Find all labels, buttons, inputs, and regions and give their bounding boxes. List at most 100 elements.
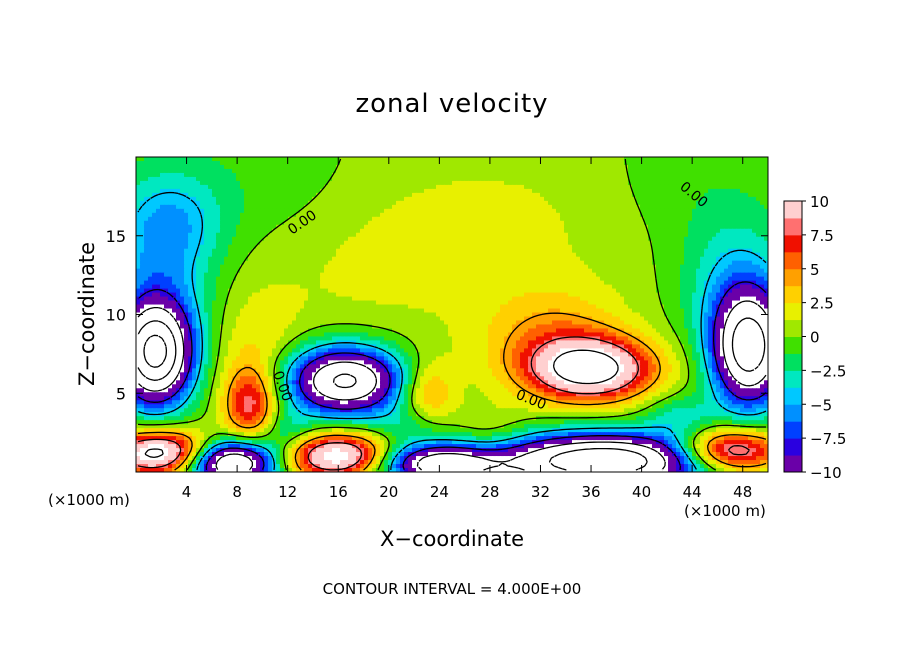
field-cell (620, 220, 625, 226)
field-cell (360, 272, 365, 278)
field-cell (464, 188, 469, 194)
field-cell (628, 276, 633, 282)
field-cell (692, 228, 697, 234)
field-cell (656, 272, 661, 278)
field-cell (672, 236, 677, 242)
field-cell (268, 160, 273, 166)
field-cell (400, 157, 405, 162)
field-cell (160, 180, 165, 186)
field-cell (408, 260, 413, 266)
field-cell (472, 264, 477, 270)
field-cell (456, 180, 461, 186)
field-cell (700, 240, 705, 246)
field-cell (552, 236, 557, 242)
field-cell (736, 268, 741, 274)
field-cell (292, 157, 297, 162)
field-cell (372, 256, 377, 262)
field-cell (632, 180, 637, 186)
field-cell (588, 164, 593, 170)
field-cell (760, 192, 765, 198)
field-cell (344, 248, 349, 254)
field-cell (628, 200, 633, 206)
field-cell (376, 168, 381, 174)
field-cell (336, 184, 341, 190)
field-cell (664, 244, 669, 250)
field-cell (700, 276, 705, 282)
field-cell (324, 272, 329, 278)
field-cell (376, 220, 381, 226)
field-cell (596, 184, 601, 190)
field-cell (260, 232, 265, 238)
field-cell (676, 168, 681, 174)
field-cell (392, 240, 397, 246)
field-cell (656, 184, 661, 190)
field-cell (216, 157, 221, 162)
field-cell (204, 184, 209, 190)
field-cell (508, 216, 513, 222)
field-cell (332, 260, 337, 266)
field-cell (192, 280, 197, 286)
field-cell (428, 276, 433, 282)
field-cell (624, 168, 629, 174)
field-cell (688, 164, 693, 170)
field-cell (244, 248, 249, 254)
field-cell (656, 232, 661, 238)
field-cell (312, 276, 317, 282)
field-cell (244, 212, 249, 218)
field-cell (680, 224, 685, 230)
field-cell (472, 164, 477, 170)
field-cell (520, 260, 525, 266)
field-cell (204, 188, 209, 194)
field-cell (300, 260, 305, 266)
field-cell (388, 196, 393, 202)
field-cell (712, 200, 717, 206)
field-cell (264, 216, 269, 222)
field-cell (396, 248, 401, 254)
field-cell (224, 172, 229, 178)
field-cell (488, 216, 493, 222)
field-cell (592, 204, 597, 210)
field-cell (716, 240, 721, 246)
field-cell (680, 240, 685, 246)
field-cell (600, 172, 605, 178)
field-cell (288, 252, 293, 258)
field-cell (584, 180, 589, 186)
field-cell (160, 240, 165, 246)
field-cell (268, 280, 273, 286)
field-cell (592, 160, 597, 166)
field-cell (648, 208, 653, 214)
field-cell (504, 244, 509, 250)
field-cell (268, 168, 273, 174)
field-cell (496, 180, 501, 186)
field-cell (288, 212, 293, 218)
field-cell (600, 224, 605, 230)
field-cell (676, 272, 681, 278)
field-cell (444, 180, 449, 186)
field-cell (332, 256, 337, 262)
field-cell (288, 228, 293, 234)
field-cell (308, 260, 313, 266)
field-cell (512, 256, 517, 262)
field-cell (596, 180, 601, 186)
field-cell (328, 188, 333, 194)
field-cell (344, 244, 349, 250)
field-cell (404, 224, 409, 230)
field-cell (308, 240, 313, 246)
field-cell (328, 280, 333, 286)
field-cell (216, 212, 221, 218)
field-cell (496, 184, 501, 190)
field-cell (452, 180, 457, 186)
field-cell (240, 232, 245, 238)
field-cell (460, 188, 465, 194)
field-cell (680, 256, 685, 262)
field-cell (272, 157, 277, 162)
field-cell (508, 208, 513, 214)
field-cell (324, 236, 329, 242)
field-cell (496, 256, 501, 262)
field-cell (292, 272, 297, 278)
field-cell (180, 280, 185, 286)
field-cell (344, 196, 349, 202)
field-cell (336, 264, 341, 270)
field-cell (660, 204, 665, 210)
field-cell (420, 180, 425, 186)
